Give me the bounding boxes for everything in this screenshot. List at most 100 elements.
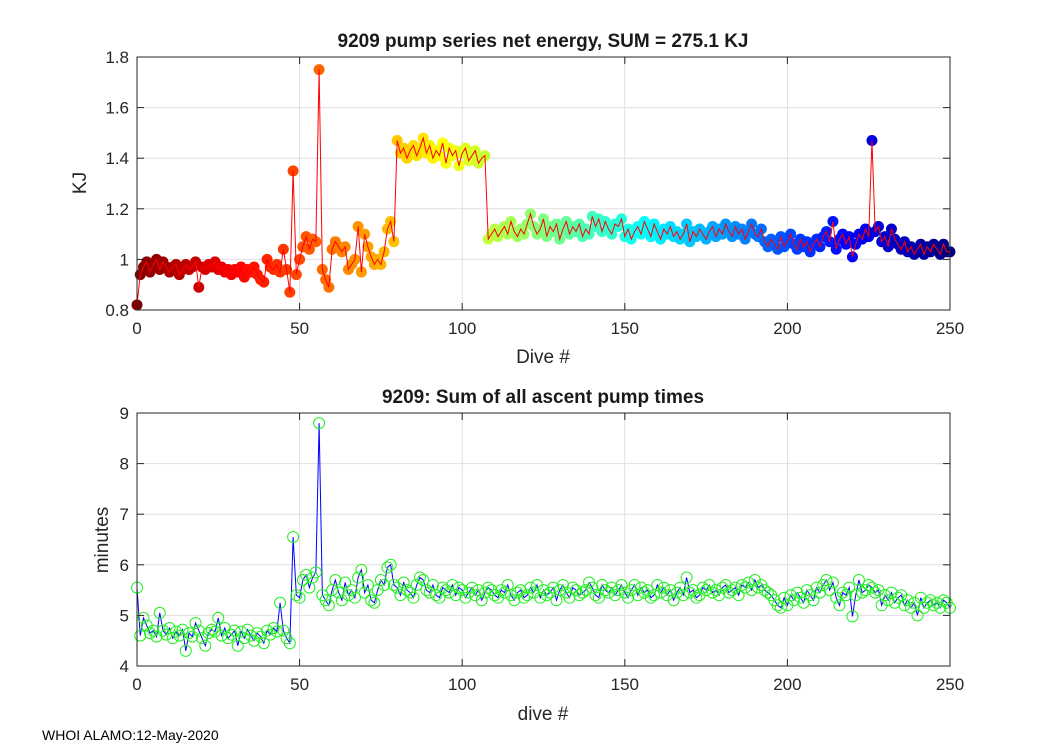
pump-time-point	[735, 579, 748, 592]
pump-time-point	[179, 644, 192, 657]
pump-time-point	[387, 579, 400, 592]
pump-time-point	[696, 581, 709, 594]
pump-time-point	[443, 586, 456, 599]
pump-time-point	[261, 624, 274, 637]
pump-time-point	[368, 596, 381, 609]
pump-time-point	[557, 579, 570, 592]
pump-time-point	[274, 596, 287, 609]
pump-time-point	[547, 581, 560, 594]
pump-time-point	[761, 586, 774, 599]
pump-time-point	[677, 589, 690, 602]
pump-time-point	[134, 629, 147, 642]
pump-time-point	[927, 599, 940, 612]
pump-time-point	[186, 630, 199, 643]
pump-time-point	[823, 584, 836, 597]
net-energy-ytick-label: 1.6	[105, 99, 129, 118]
pump-time-ticks: 0 50 100 150 200 250 4 5 6 7 8 9	[120, 404, 965, 694]
net-energy-xtick-label: 200	[773, 319, 801, 338]
net-energy-title: 9209 pump series net energy, SUM = 275.1…	[338, 31, 749, 52]
pump-time-xtick-label: 100	[448, 675, 476, 694]
net-energy-ytick-label: 1.2	[105, 200, 129, 219]
footer-credit: WHOI ALAMO:12-May-2020	[42, 727, 219, 743]
pump-time-point	[706, 586, 719, 599]
pump-time-point	[651, 579, 664, 592]
pump-time-point	[413, 571, 426, 584]
pump-time-point	[579, 584, 592, 597]
pump-time-point	[205, 623, 218, 636]
net-energy-ytick-label: 0.8	[105, 301, 129, 320]
pump-time-point	[215, 629, 228, 642]
pump-time-xtick-label: 50	[290, 675, 309, 694]
net-energy-xtick-label: 50	[290, 319, 309, 338]
net-energy-marks	[131, 64, 956, 311]
pump-time-point	[787, 594, 800, 607]
net-energy-xtick-label: 150	[611, 319, 639, 338]
pump-time-point	[680, 571, 693, 584]
pump-time-point	[228, 624, 241, 637]
pump-time-point	[622, 591, 635, 604]
pump-time-point	[589, 589, 602, 602]
pump-time-point	[153, 606, 166, 619]
net-energy-xtick-label: 250	[936, 319, 964, 338]
net-energy-ylabel: KJ	[70, 172, 91, 194]
pump-time-point	[937, 594, 950, 607]
pump-time-point	[329, 573, 342, 586]
pump-time-point	[355, 563, 368, 576]
pump-time-point	[576, 586, 589, 599]
pump-time-xlabel: dive #	[518, 704, 569, 725]
pump-time-point	[644, 591, 657, 604]
pump-time-point	[742, 576, 755, 589]
pump-time-point	[690, 591, 703, 604]
pump-time-point	[869, 586, 882, 599]
pump-time-point	[846, 610, 859, 623]
pump-time-point	[797, 596, 810, 609]
pump-time-point	[631, 589, 644, 602]
pump-time-point	[137, 611, 150, 624]
pump-time-point	[290, 589, 303, 602]
net-energy-xtick-label: 0	[132, 319, 141, 338]
pump-time-point	[517, 591, 530, 604]
pump-time-point	[309, 566, 322, 579]
pump-time-point	[283, 637, 296, 650]
pump-time-point	[423, 586, 436, 599]
pump-time-point	[615, 579, 628, 592]
pump-time-xtick-label: 250	[936, 675, 964, 694]
pump-time-xtick-label: 150	[611, 675, 639, 694]
net-energy-ytick-label: 1.4	[105, 149, 129, 168]
pump-time-point	[498, 586, 511, 599]
pump-time-point	[348, 591, 361, 604]
pump-time-point	[166, 632, 179, 645]
pump-time-point	[339, 576, 352, 589]
pump-time-point	[482, 581, 495, 594]
pump-time-point	[352, 571, 365, 584]
pump-time-point	[300, 568, 313, 581]
pump-time-ytick-label: 5	[120, 606, 129, 625]
pump-time-axes-box	[136, 412, 951, 667]
net-energy-ytick-label: 1.8	[105, 48, 129, 67]
pump-time-point	[400, 584, 413, 597]
pump-time-point	[322, 599, 335, 612]
pump-time-point	[901, 594, 914, 607]
pump-time-point	[465, 581, 478, 594]
pump-time-point	[452, 581, 465, 594]
pump-time-point	[882, 594, 895, 607]
pump-time-xtick-label: 200	[773, 675, 801, 694]
pump-time-point	[270, 625, 283, 638]
pump-time-point	[521, 589, 534, 602]
net-energy-ytick-label: 1	[120, 250, 129, 269]
pump-time-point	[807, 594, 820, 607]
pump-time-point	[856, 586, 869, 599]
pump-time-point	[430, 589, 443, 602]
pump-time-ylabel: minutes	[92, 507, 113, 574]
pump-time-point	[365, 594, 378, 607]
net-energy-ticks: 0 50 100 150 200 250 0.8 1 1.2 1.4 1.6 1.8	[105, 48, 964, 338]
pump-time-point	[147, 624, 160, 637]
pump-time-point	[852, 573, 865, 586]
pump-time-point	[287, 530, 300, 543]
pump-time-point	[839, 589, 852, 602]
pump-time-point	[475, 594, 488, 607]
pump-time-point	[667, 594, 680, 607]
pump-time-point	[361, 579, 374, 592]
pump-time-point	[257, 637, 270, 650]
